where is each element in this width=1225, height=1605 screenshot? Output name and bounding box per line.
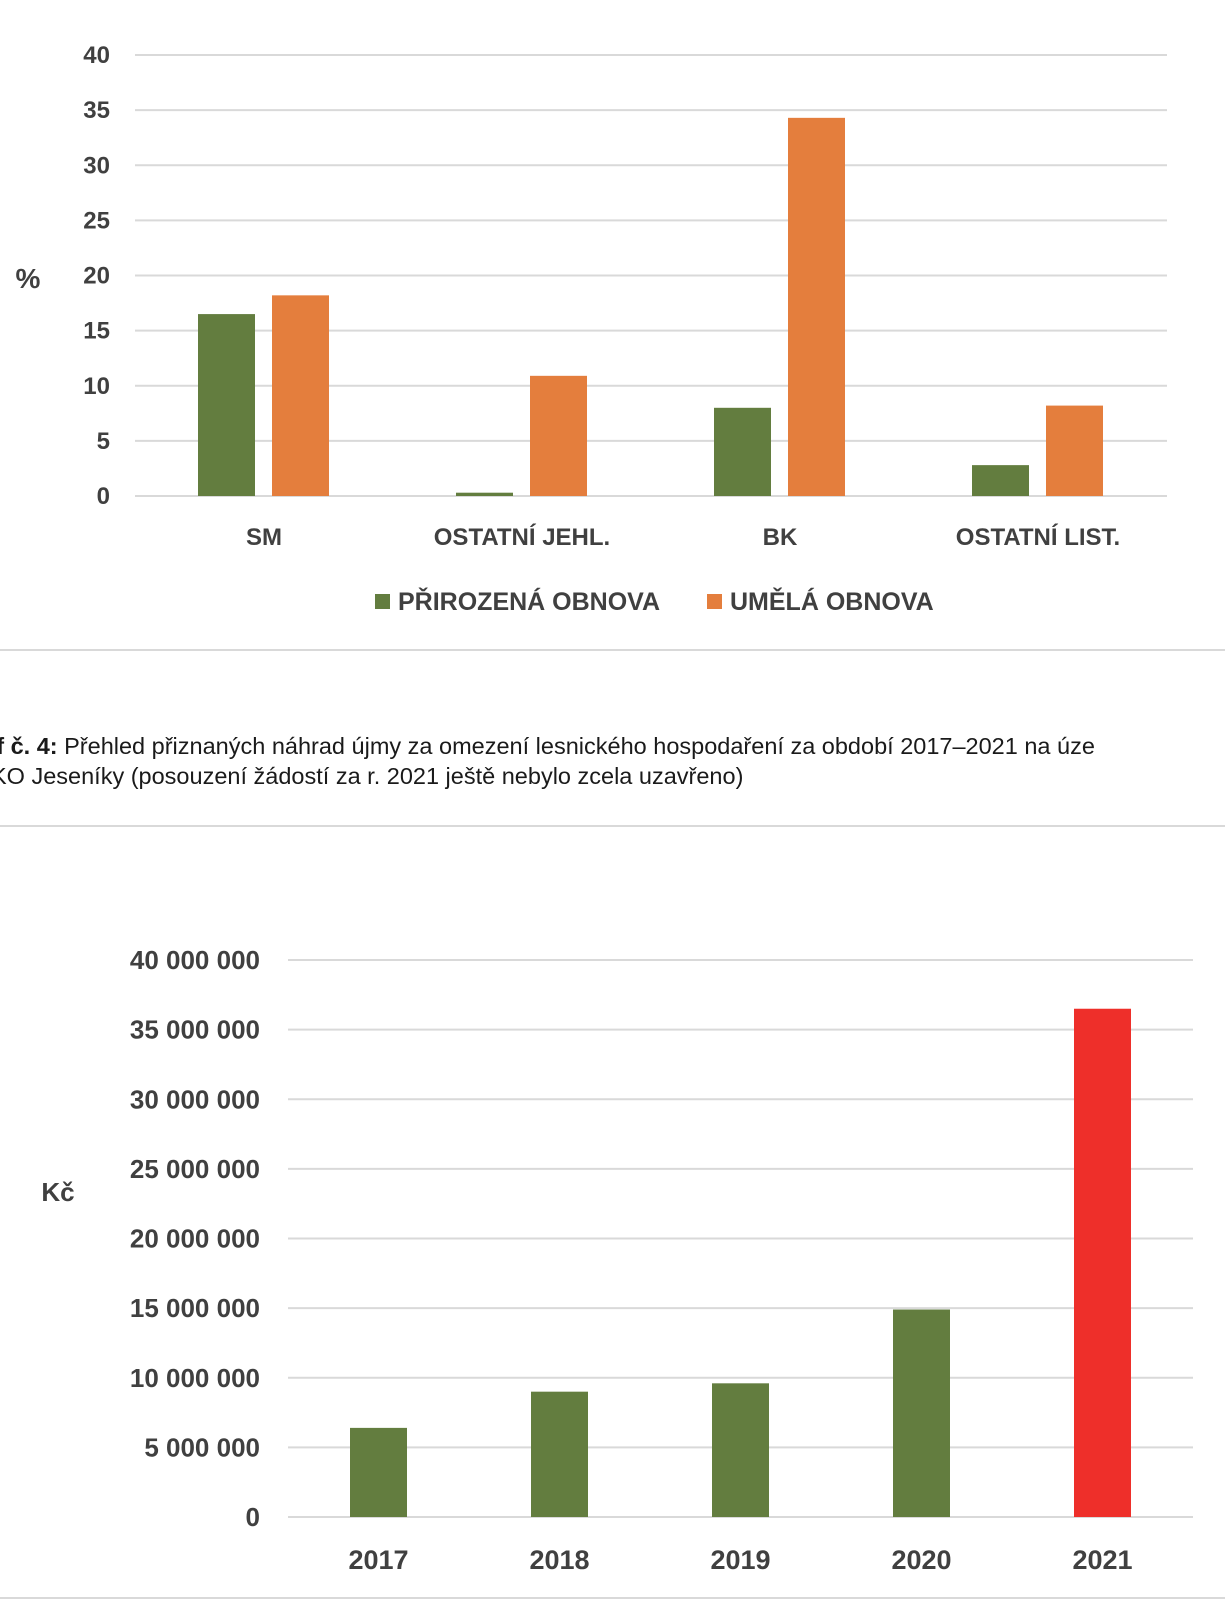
y-axis-label: % <box>16 263 41 294</box>
caption-line2: HKO Jeseníky (posouzení žádostí za r. 20… <box>0 763 744 789</box>
bar-2019 <box>712 1383 769 1517</box>
chart-compensation-by-year: 0 5 000 000 10 000 000 15 000 000 20 000 000… <box>0 828 1225 1600</box>
y-tick-label: 25 <box>83 207 110 234</box>
legend-swatch <box>707 594 722 609</box>
x-tick-label: 2020 <box>891 1545 951 1575</box>
bar-natural <box>972 465 1029 496</box>
chart-regeneration-svg: 0 5 10 15 20 25 30 35 40% SM OSTATNÍ JEHL. BK OSTATN… <box>16 42 1167 616</box>
x-tick-label: OSTATNÍ LIST. <box>956 523 1120 551</box>
bar-2017 <box>350 1427 407 1517</box>
x-tick-label: 2019 <box>710 1545 770 1575</box>
y-tick-label: 35 000 000 <box>130 1015 260 1045</box>
y-tick-label: 20 000 000 <box>130 1224 260 1254</box>
x-tick-label: BK <box>763 524 798 551</box>
legend-label: PŘIROZENÁ OBNOVA <box>398 586 660 616</box>
bar-2020 <box>893 1309 950 1517</box>
y-tick-label: 35 <box>83 97 110 124</box>
bar-natural <box>198 314 255 496</box>
divider-middle <box>0 825 1225 827</box>
bar-natural <box>456 492 513 496</box>
divider-top <box>0 649 1225 651</box>
bar-artificial <box>1046 405 1103 496</box>
chart-regeneration-share: 0 5 10 15 20 25 30 35 40% SM OSTATNÍ JEHL. BK OSTATN… <box>0 0 1225 650</box>
y-tick-label: 10 000 000 <box>130 1363 260 1393</box>
y-tick-label: 10 <box>83 373 110 400</box>
y-tick-label: 5 000 000 <box>144 1432 260 1462</box>
legend-label: UMĚLÁ OBNOVA <box>730 586 934 616</box>
y-tick-label: 40 <box>83 42 110 69</box>
y-tick-label: 15 <box>83 318 110 345</box>
bar-2018 <box>531 1391 588 1517</box>
y-axis-label: Kč <box>41 1177 74 1207</box>
bar-artificial <box>788 117 845 496</box>
bar-artificial <box>272 295 329 496</box>
caption-lead: raf č. 4: <box>0 733 58 759</box>
bar-artificial <box>530 375 587 496</box>
bar-natural <box>714 407 771 496</box>
x-tick-label: 2018 <box>529 1545 589 1575</box>
figure-caption: raf č. 4: Přehled přiznaných náhrad újmy… <box>0 731 1225 791</box>
y-tick-label: 30 <box>83 152 110 179</box>
chart-compensation-svg: 0 5 000 000 10 000 000 15 000 000 20 000 000… <box>41 945 1193 1575</box>
caption-line1: Přehled přiznaných náhrad újmy za omezen… <box>57 733 1095 759</box>
y-tick-label: 5 <box>97 428 110 455</box>
y-tick-label: 30 000 000 <box>130 1084 260 1114</box>
y-tick-label: 0 <box>97 483 110 510</box>
x-tick-label: OSTATNÍ JEHL. <box>434 523 610 551</box>
x-tick-label: SM <box>246 524 282 551</box>
divider-bottom <box>0 1597 1225 1599</box>
x-tick-label: 2017 <box>348 1545 408 1575</box>
y-tick-label: 15 000 000 <box>130 1293 260 1323</box>
y-tick-label: 25 000 000 <box>130 1154 260 1184</box>
legend-swatch <box>375 594 390 609</box>
y-tick-label: 0 <box>246 1502 260 1532</box>
y-tick-label: 20 <box>83 263 110 290</box>
y-tick-label: 40 000 000 <box>130 945 260 975</box>
x-tick-label: 2021 <box>1072 1545 1132 1575</box>
bar-2021 <box>1074 1008 1131 1517</box>
